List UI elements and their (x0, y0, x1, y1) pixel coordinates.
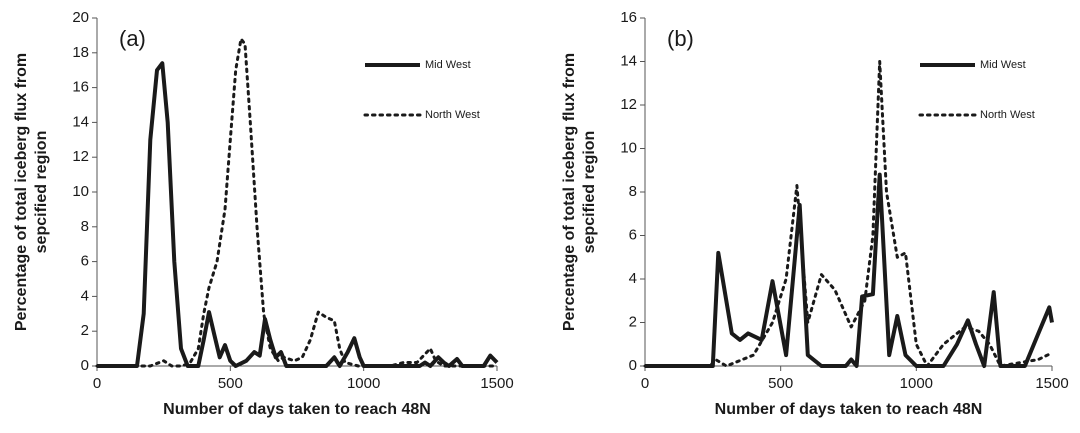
legend-label: Mid West (425, 59, 471, 71)
y-axis-title: Percentage of total iceberg flux from (561, 53, 578, 331)
series-line (95, 37, 499, 368)
x-axis-title: Number of days taken to reach 48N (163, 401, 431, 418)
panel-label: (a) (119, 26, 146, 51)
y-tick-label: 8 (81, 218, 89, 235)
y-tick-label: 10 (72, 183, 89, 200)
x-axis-title: Number of days taken to reach 48N (715, 401, 983, 418)
y-axis-title: Percentage of total iceberg flux from (13, 53, 30, 331)
y-tick-label: 4 (81, 287, 89, 304)
x-tick-label: 500 (218, 375, 243, 392)
y-tick-label: 10 (620, 139, 637, 156)
x-tick-label: 0 (93, 375, 101, 392)
y-tick-label: 0 (629, 357, 637, 374)
y-tick-label: 12 (72, 148, 89, 165)
y-tick-label: 12 (620, 96, 637, 113)
x-tick-label: 1500 (1035, 375, 1068, 392)
y-tick-label: 6 (81, 253, 89, 270)
y-tick-label: 0 (81, 357, 89, 374)
panel-label: (b) (667, 26, 694, 51)
y-tick-label: 14 (72, 113, 89, 130)
y-axis-title: sepcified region (33, 131, 50, 254)
y-tick-label: 4 (629, 270, 637, 287)
y-tick-label: 6 (629, 226, 637, 243)
y-tick-label: 2 (629, 313, 637, 330)
x-tick-label: 1500 (480, 375, 513, 392)
y-tick-label: 16 (72, 79, 89, 96)
y-tick-label: 8 (629, 183, 637, 200)
series-line (643, 60, 1054, 368)
y-tick-label: 14 (620, 52, 637, 69)
x-tick-label: 1000 (900, 375, 933, 392)
y-tick-label: 16 (620, 9, 637, 26)
y-tick-label: 18 (72, 44, 89, 61)
y-axis-title: sepcified region (581, 131, 598, 254)
legend-label: North West (425, 109, 480, 121)
legend-label: North West (980, 109, 1035, 121)
y-tick-label: 20 (72, 9, 89, 26)
y-tick-label: 2 (81, 322, 89, 339)
legend-label: Mid West (980, 59, 1026, 71)
x-tick-label: 500 (768, 375, 793, 392)
x-tick-label: 0 (641, 375, 649, 392)
x-tick-label: 1000 (347, 375, 380, 392)
series-line (645, 172, 1054, 368)
